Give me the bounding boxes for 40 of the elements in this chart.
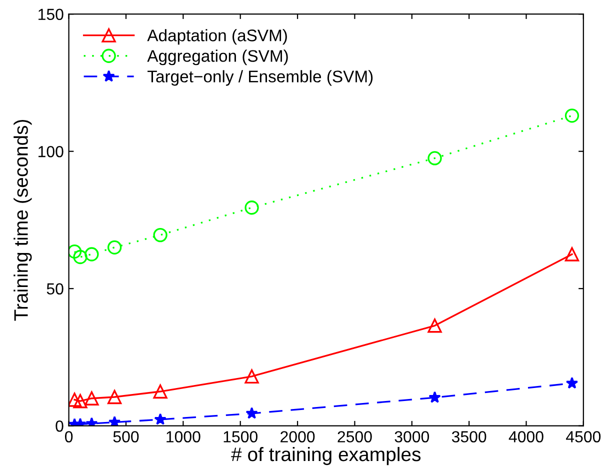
point bbox=[68, 244, 82, 259]
point bbox=[153, 228, 168, 242]
point bbox=[108, 416, 121, 426]
x-tick-label: 500 bbox=[113, 431, 139, 442]
point bbox=[564, 247, 580, 262]
point bbox=[73, 250, 88, 264]
x-tick-label: 4000 bbox=[508, 431, 544, 442]
point bbox=[154, 413, 166, 425]
point bbox=[566, 376, 578, 389]
point bbox=[84, 391, 99, 406]
x-tick-label: 3500 bbox=[452, 431, 486, 442]
legend-label: Adaptation (aSVM) bbox=[147, 29, 287, 45]
point bbox=[107, 240, 122, 254]
x-axis-title: # of training examples bbox=[231, 446, 421, 466]
point bbox=[73, 394, 88, 408]
x-tick-label: 4500 bbox=[566, 431, 601, 442]
point bbox=[84, 247, 99, 262]
point bbox=[428, 391, 441, 403]
y-tick-label: 100 bbox=[38, 146, 64, 158]
y-tick-label: 150 bbox=[38, 8, 64, 20]
x-tick-label: 1500 bbox=[224, 431, 258, 442]
point bbox=[153, 384, 168, 399]
x-tick-label: 2500 bbox=[338, 431, 372, 442]
x-tick-label: 3000 bbox=[394, 431, 430, 442]
legend-label: Aggregation (SVM) bbox=[147, 50, 288, 66]
point bbox=[244, 200, 259, 215]
y-tick-label: 50 bbox=[46, 283, 64, 295]
legend-label: Target−only / Ensemble (SVM) bbox=[148, 70, 373, 86]
y-tick-label: 0 bbox=[56, 420, 64, 432]
point bbox=[564, 108, 580, 123]
point bbox=[107, 390, 122, 404]
point bbox=[68, 392, 82, 407]
point bbox=[428, 318, 442, 333]
point bbox=[244, 369, 259, 384]
x-tick-label: 1000 bbox=[166, 431, 200, 442]
x-tick-label: 0 bbox=[65, 431, 73, 442]
point bbox=[428, 151, 442, 166]
point bbox=[246, 407, 258, 419]
x-tick-label: 2000 bbox=[280, 431, 315, 442]
y-axis-title: Training time (seconds) bbox=[14, 120, 32, 321]
